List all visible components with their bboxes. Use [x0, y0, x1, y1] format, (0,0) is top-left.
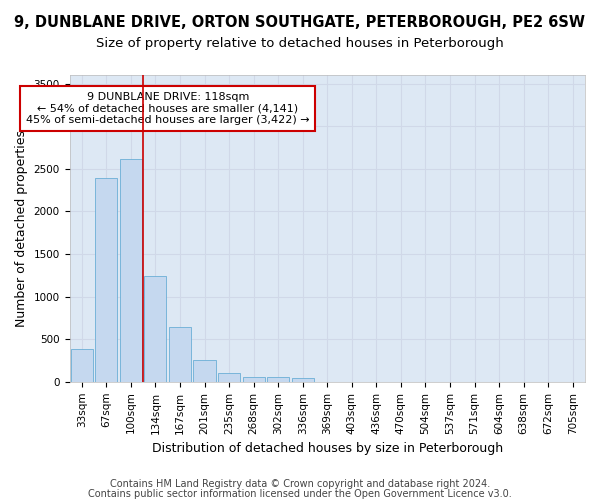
Bar [193, 360, 215, 382]
Bar [218, 374, 240, 382]
Bar [145, 276, 166, 382]
Bar [71, 348, 93, 382]
Text: Contains public sector information licensed under the Open Government Licence v3: Contains public sector information licen… [88, 489, 512, 499]
Bar [95, 178, 118, 382]
Bar [267, 377, 289, 382]
Text: 9, DUNBLANE DRIVE, ORTON SOUTHGATE, PETERBOROUGH, PE2 6SW: 9, DUNBLANE DRIVE, ORTON SOUTHGATE, PETE… [14, 15, 586, 30]
X-axis label: Distribution of detached houses by size in Peterborough: Distribution of detached houses by size … [152, 442, 503, 455]
Text: Size of property relative to detached houses in Peterborough: Size of property relative to detached ho… [96, 38, 504, 51]
Bar [120, 160, 142, 382]
Bar [169, 327, 191, 382]
Text: 9 DUNBLANE DRIVE: 118sqm
← 54% of detached houses are smaller (4,141)
45% of sem: 9 DUNBLANE DRIVE: 118sqm ← 54% of detach… [26, 92, 310, 125]
Y-axis label: Number of detached properties: Number of detached properties [15, 130, 28, 327]
Text: Contains HM Land Registry data © Crown copyright and database right 2024.: Contains HM Land Registry data © Crown c… [110, 479, 490, 489]
Bar [292, 378, 314, 382]
Bar [242, 376, 265, 382]
